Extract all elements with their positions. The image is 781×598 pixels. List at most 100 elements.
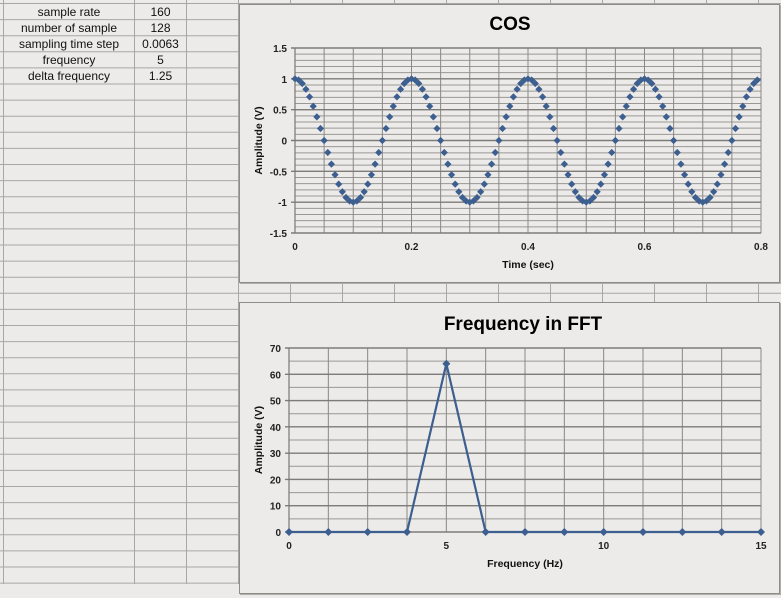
data-point (429, 113, 437, 121)
x-tick-label: 0.4 (521, 242, 535, 253)
param-label[interactable]: number of sample (20, 20, 118, 35)
param-value[interactable]: 128 (150, 20, 171, 35)
data-point (542, 102, 550, 110)
data-point (597, 180, 605, 188)
data-point (531, 79, 539, 88)
data-point (720, 160, 729, 168)
data-point (371, 160, 379, 168)
x-tick-label: 5 (444, 541, 450, 552)
param-value[interactable]: 160 (150, 4, 171, 19)
x-axis-label: Frequency (Hz) (487, 558, 563, 570)
data-point (382, 124, 390, 133)
cos-chart[interactable]: 1.5 1 0.5 0 -0.5 -1 -1.5 0 0.2 0.4 0.6 0.8 COS Time (… (239, 4, 780, 283)
data-point (670, 136, 678, 145)
data-point (305, 93, 314, 101)
data-point (426, 102, 434, 110)
data-point (673, 148, 681, 157)
y-tick-label: 1 (281, 75, 287, 86)
data-point (353, 197, 361, 205)
data-point (487, 160, 496, 168)
param-label[interactable]: sampling time step (18, 36, 120, 51)
data-point (724, 148, 732, 157)
y-tick-label: -1.5 (270, 229, 288, 240)
data-point (717, 528, 726, 536)
data-point (513, 85, 521, 93)
data-point (302, 85, 310, 93)
data-point (320, 136, 328, 145)
param-label[interactable]: sample rate (37, 4, 101, 19)
data-point (560, 528, 569, 536)
data-point (415, 79, 423, 88)
data-point (546, 113, 554, 121)
data-point (440, 148, 448, 157)
data-point (557, 148, 565, 157)
data-point (746, 85, 754, 93)
data-point (717, 171, 725, 179)
data-point (367, 171, 376, 179)
x-tick-label: 0.2 (405, 242, 419, 253)
data-point (342, 193, 350, 202)
data-point (611, 136, 619, 145)
x-tick-label: 15 (755, 541, 767, 552)
data-point (684, 180, 692, 188)
data-point (735, 113, 743, 121)
data-point (363, 528, 372, 536)
data-point (506, 102, 514, 110)
x-tick-label: 0.8 (754, 242, 768, 253)
y-tick-label: 10 (270, 502, 282, 513)
data-point (553, 136, 561, 145)
fft-chart[interactable]: 70 60 50 40 30 20 10 0 0 5 10 15 Frequency in FFT Fre… (239, 302, 780, 594)
data-point (386, 113, 394, 121)
data-point (742, 93, 751, 101)
data-point (639, 528, 647, 536)
data-point (666, 124, 674, 133)
data-point (349, 198, 357, 206)
data-point (728, 136, 736, 145)
y-tick-label: 30 (270, 449, 282, 460)
data-point (564, 171, 572, 179)
y-tick-label: 50 (270, 397, 282, 408)
data-point (535, 85, 543, 93)
y-tick-label: 20 (270, 475, 282, 486)
data-point (316, 124, 325, 133)
y-tick-label: 40 (270, 423, 282, 434)
data-point (364, 180, 372, 188)
data-point (608, 148, 616, 157)
data-point (651, 85, 660, 93)
data-point (447, 171, 456, 179)
param-value[interactable]: 1.25 (148, 68, 173, 83)
param-value[interactable]: 5 (157, 52, 164, 67)
y-tick-label: -0.5 (270, 167, 288, 178)
data-point (753, 76, 761, 84)
data-point (593, 188, 601, 196)
chart-title: Frequency in FFT (444, 314, 603, 335)
data-point (659, 102, 667, 110)
data-point (437, 136, 445, 145)
chart-title: COS (489, 14, 530, 35)
data-point (739, 102, 747, 110)
data-point (560, 160, 569, 168)
data-point (444, 160, 452, 168)
data-point (549, 124, 558, 133)
data-point (403, 528, 411, 536)
data-point (331, 171, 339, 179)
param-value[interactable]: 0.0063 (142, 36, 179, 51)
param-label[interactable]: delta frequency (27, 68, 111, 83)
param-label[interactable]: frequency (42, 52, 96, 67)
data-point (498, 124, 507, 133)
data-point (455, 188, 463, 196)
data-point (422, 93, 430, 101)
x-tick-label: 0.6 (638, 242, 652, 253)
y-axis-label: Amplitude (V) (253, 106, 265, 174)
data-point (655, 93, 663, 101)
data-point (626, 93, 634, 101)
data-point (713, 180, 721, 188)
data-point (481, 528, 490, 536)
y-tick-label: 0.5 (273, 106, 287, 117)
data-point (433, 124, 441, 133)
data-point (706, 193, 714, 202)
plot-area: 1.5 1 0.5 0 -0.5 -1 -1.5 0 0.2 0.4 0.6 0.8 (270, 44, 769, 253)
data-point (677, 160, 685, 168)
data-point (327, 160, 336, 168)
y-tick-label: 0 (275, 528, 281, 539)
